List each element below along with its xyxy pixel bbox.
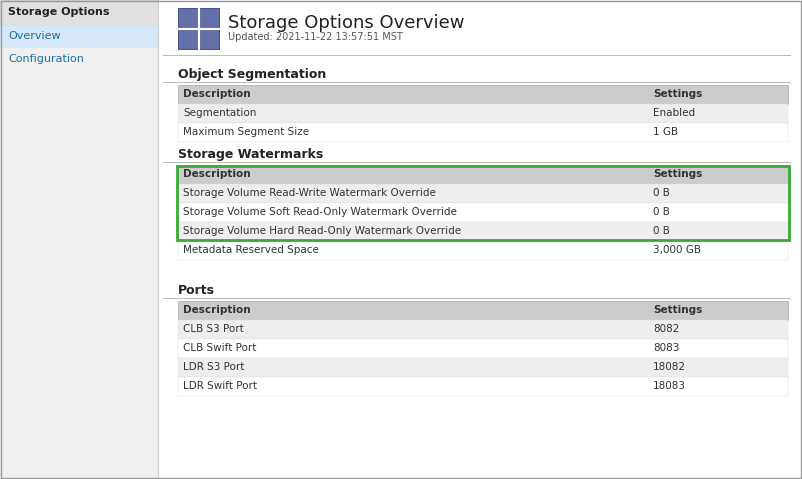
Bar	[179, 9, 198, 28]
Text: CLB S3 Port: CLB S3 Port	[183, 324, 244, 334]
Bar	[178, 301, 788, 320]
Bar	[178, 358, 788, 377]
Text: Storage Options Overview: Storage Options Overview	[228, 14, 464, 32]
Bar	[179, 30, 198, 49]
Text: CLB Swift Port: CLB Swift Port	[183, 343, 257, 353]
Bar	[178, 123, 788, 142]
Bar	[0, 26, 158, 48]
Text: 0 B: 0 B	[653, 207, 670, 217]
Bar	[0, 0, 158, 479]
Text: Description: Description	[183, 305, 250, 315]
Text: Ports: Ports	[178, 284, 215, 297]
Bar	[200, 30, 219, 49]
Text: LDR S3 Port: LDR S3 Port	[183, 362, 245, 372]
Bar	[178, 320, 788, 339]
Text: Settings: Settings	[653, 305, 703, 315]
Bar	[0, 0, 158, 26]
Text: 0 B: 0 B	[653, 188, 670, 198]
Bar	[178, 104, 788, 123]
Text: Storage Volume Soft Read-Only Watermark Override: Storage Volume Soft Read-Only Watermark …	[183, 207, 457, 217]
Bar	[200, 9, 219, 28]
Bar	[178, 165, 788, 184]
Text: Description: Description	[183, 169, 250, 179]
Text: Enabled: Enabled	[653, 108, 695, 118]
Text: Updated: 2021-11-22 13:57:51 MST: Updated: 2021-11-22 13:57:51 MST	[228, 32, 403, 42]
Text: Storage Options: Storage Options	[8, 7, 110, 17]
Text: Maximum Segment Size: Maximum Segment Size	[183, 127, 309, 137]
Bar	[177, 166, 789, 240]
Text: Settings: Settings	[653, 89, 703, 99]
Text: Storage Volume Read-Write Watermark Override: Storage Volume Read-Write Watermark Over…	[183, 188, 435, 198]
Text: 8083: 8083	[653, 343, 679, 353]
Bar	[178, 377, 788, 396]
Text: 3,000 GB: 3,000 GB	[653, 245, 701, 255]
Bar	[178, 8, 220, 50]
Text: 8082: 8082	[653, 324, 679, 334]
Bar	[158, 0, 802, 479]
Bar	[178, 203, 788, 222]
Text: Storage Watermarks: Storage Watermarks	[178, 148, 323, 161]
Text: 0 B: 0 B	[653, 226, 670, 236]
Text: Metadata Reserved Space: Metadata Reserved Space	[183, 245, 319, 255]
Bar	[178, 222, 788, 241]
Text: 18083: 18083	[653, 381, 686, 391]
Text: Overview: Overview	[8, 31, 61, 41]
Bar	[178, 339, 788, 358]
Text: LDR Swift Port: LDR Swift Port	[183, 381, 257, 391]
Text: Settings: Settings	[653, 169, 703, 179]
Text: Object Segmentation: Object Segmentation	[178, 68, 326, 81]
Text: Segmentation: Segmentation	[183, 108, 257, 118]
Text: Description: Description	[183, 89, 250, 99]
Bar	[178, 241, 788, 260]
Text: 1 GB: 1 GB	[653, 127, 678, 137]
Bar	[178, 184, 788, 203]
Text: Configuration: Configuration	[8, 54, 84, 64]
Text: Storage Volume Hard Read-Only Watermark Override: Storage Volume Hard Read-Only Watermark …	[183, 226, 461, 236]
Bar	[178, 85, 788, 104]
Text: 18082: 18082	[653, 362, 686, 372]
